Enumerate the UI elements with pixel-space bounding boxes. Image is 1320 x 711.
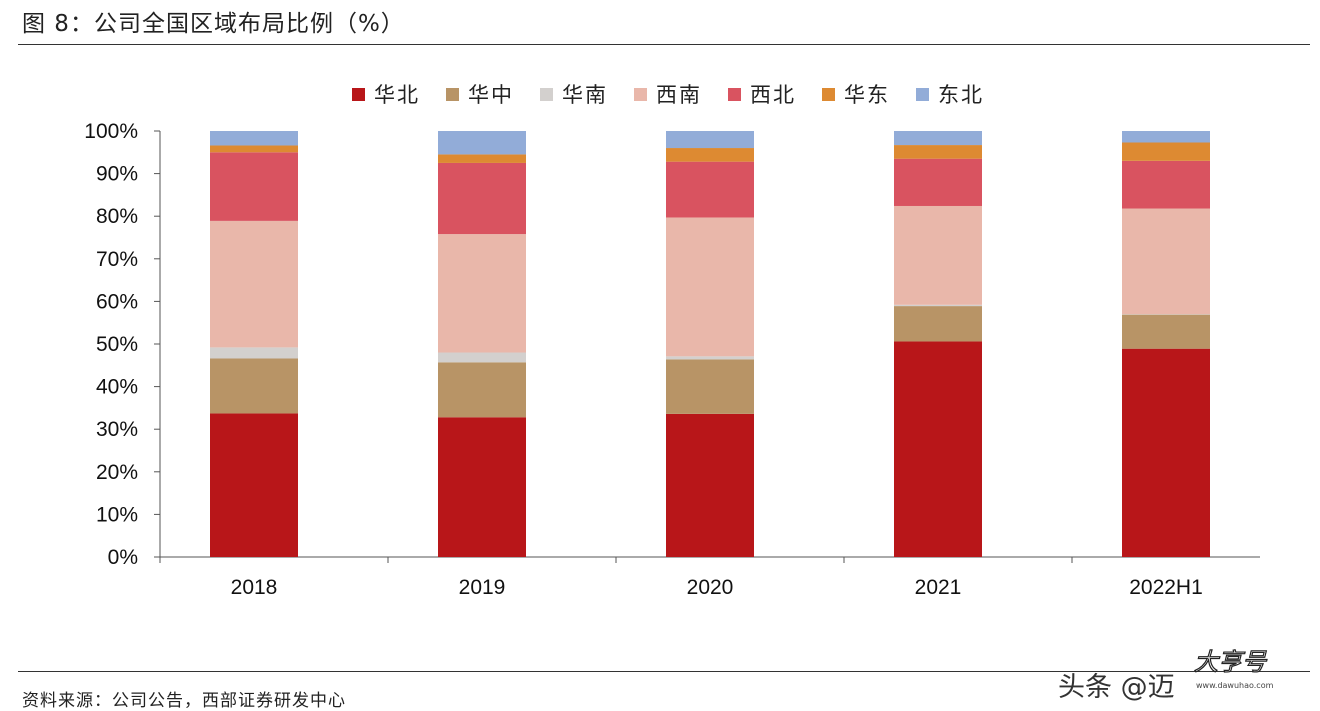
watermark-logo-icon: 大亨号 www.dawuhao.com xyxy=(1190,642,1308,698)
bar-segment xyxy=(1122,143,1210,161)
bar-segment xyxy=(210,145,298,152)
watermark-text: 头条 @迈 xyxy=(1058,665,1175,704)
bar-segment xyxy=(666,217,754,356)
y-tick-label: 70% xyxy=(96,248,138,271)
source-note: 资料来源：公司公告，西部证券研发中心 xyxy=(22,686,346,711)
y-tick-label: 100% xyxy=(84,120,138,143)
y-tick-label: 40% xyxy=(96,376,138,399)
y-tick-label: 90% xyxy=(96,163,138,186)
watermark-logo-subtext: www.dawuhao.com xyxy=(1196,681,1274,690)
bar-segment xyxy=(666,162,754,218)
bar-segment xyxy=(438,234,526,352)
y-tick-label: 30% xyxy=(96,418,138,441)
bar-segment xyxy=(894,305,982,306)
y-tick-label: 80% xyxy=(96,205,138,228)
bar-segment xyxy=(894,145,982,159)
y-tick-label: 60% xyxy=(96,290,138,313)
bar-segment xyxy=(1122,315,1210,349)
x-tick-label: 2018 xyxy=(231,576,278,599)
x-tick-label: 2019 xyxy=(459,576,506,599)
y-tick-label: 10% xyxy=(96,503,138,526)
stacked-bar-chart: 0% 10% 20% 30% 40% 50% 60% 70% 80% 90% 100% 2018 201… xyxy=(0,0,1320,660)
bar-segment xyxy=(438,417,526,557)
bar-segment xyxy=(894,206,982,305)
bar-segment xyxy=(1122,209,1210,315)
bar-segment xyxy=(210,152,298,221)
y-tick-label: 20% xyxy=(96,461,138,484)
bar-segment xyxy=(666,356,754,359)
y-tick-label: 0% xyxy=(108,546,138,569)
y-tick-label: 50% xyxy=(96,333,138,356)
bar-segment xyxy=(1122,349,1210,557)
bar-segment xyxy=(438,131,526,154)
bar-segment xyxy=(894,341,982,557)
bar-segment xyxy=(666,148,754,162)
bar-segment xyxy=(438,163,526,234)
x-tick-label: 2022H1 xyxy=(1129,576,1203,599)
bar-segment xyxy=(1122,161,1210,209)
bar-segment xyxy=(438,154,526,163)
bar-segment xyxy=(894,306,982,341)
bar-segment xyxy=(438,362,526,417)
x-tick-label: 2021 xyxy=(915,576,962,599)
bar-segment xyxy=(210,131,298,145)
bar-segment xyxy=(210,347,298,358)
bar-segment xyxy=(438,353,526,363)
bar-segment xyxy=(894,159,982,206)
bar-segment xyxy=(210,221,298,348)
bar-segment xyxy=(1122,131,1210,143)
bar-segment xyxy=(894,131,982,145)
bar-segment xyxy=(666,359,754,414)
bar-segment xyxy=(210,358,298,413)
bar-segment xyxy=(666,131,754,148)
x-tick-label: 2020 xyxy=(687,576,734,599)
watermark-logo-text: 大亨号 xyxy=(1194,648,1268,676)
bar-segment xyxy=(210,413,298,557)
bar-segment xyxy=(666,414,754,557)
